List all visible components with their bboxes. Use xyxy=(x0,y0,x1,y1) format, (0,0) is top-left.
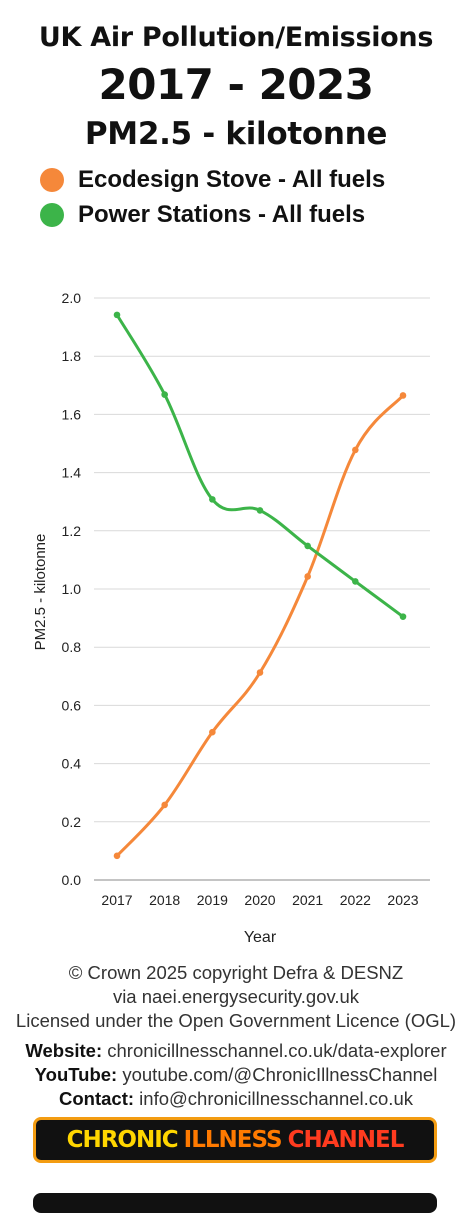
data-point xyxy=(304,542,311,550)
data-point xyxy=(161,801,168,809)
footer-contact: Contact: info@chronicillnesschannel.co.u… xyxy=(0,1088,472,1110)
y-tick-label: 0.2 xyxy=(62,814,82,830)
data-point xyxy=(304,573,311,580)
y-tick-label: 1.8 xyxy=(62,348,82,364)
data-point xyxy=(161,391,168,398)
line-chart: 0.00.20.40.60.81.01.21.41.61.82.0 2017 20… xyxy=(32,290,430,946)
data-point xyxy=(352,578,359,585)
chart-grid xyxy=(94,297,430,881)
y-axis-ticks: 0.0 0.2 0.4 0.6 0.8 1.0 1.2 1.4 1.6 1.8 2.0 xyxy=(62,290,82,888)
y-tick-label: 1.2 xyxy=(62,523,82,539)
data-point xyxy=(399,613,407,620)
data-point xyxy=(352,446,359,454)
legend-label: Ecodesign Stove - All fuels xyxy=(78,166,386,193)
x-tick-label: 2020 xyxy=(244,892,275,908)
footer-source: via naei.energysecurity.gov.uk xyxy=(112,986,360,1007)
legend-dot-green xyxy=(40,203,64,227)
chart-year-range: 2017 - 2023 xyxy=(98,60,374,109)
x-axis-label: Year xyxy=(244,929,277,946)
x-tick-label: 2017 xyxy=(101,892,132,908)
y-tick-label: 1.4 xyxy=(62,465,82,481)
y-tick-label: 0.6 xyxy=(62,697,82,713)
legend-item-ecodesign-stove: Ecodesign Stove - All fuels xyxy=(40,165,385,195)
website-label: Website: xyxy=(25,1040,103,1061)
contact-email[interactable]: info@chronicillnesschannel.co.uk xyxy=(139,1088,413,1109)
data-point xyxy=(256,507,264,514)
data-point xyxy=(209,728,216,736)
y-tick-label: 1.0 xyxy=(62,581,82,597)
x-tick-label: 2019 xyxy=(197,892,228,908)
series-line-0 xyxy=(115,394,405,857)
x-tick-label: 2023 xyxy=(387,892,418,908)
y-axis-label: PM2.5 - kilotonne xyxy=(32,534,49,651)
youtube-link[interactable]: youtube.com/@ChronicIllnessChannel xyxy=(122,1064,438,1085)
logo-word-illness: ILLNESS xyxy=(183,1127,283,1153)
legend-item-power-stations: Power Stations - All fuels xyxy=(40,200,365,230)
chart-title: UK Air Pollution/Emissions xyxy=(38,22,434,53)
legend-dot-orange xyxy=(40,168,64,192)
chart-unit-title: PM2.5 - kilotonne xyxy=(84,116,388,152)
data-point xyxy=(209,496,216,503)
footer-licence: Licensed under the Open Government Licen… xyxy=(15,1010,457,1031)
footer-copyright: © Crown 2025 copyright Defra & DESNZ xyxy=(68,962,404,983)
y-tick-label: 2.0 xyxy=(62,290,82,306)
footer-website: Website: chronicillnesschannel.co.uk/dat… xyxy=(0,1040,472,1062)
second-banner xyxy=(33,1193,437,1213)
data-point xyxy=(399,392,407,399)
data-point xyxy=(113,311,121,319)
data-point xyxy=(256,669,264,676)
x-tick-label: 2018 xyxy=(149,892,180,908)
website-link[interactable]: chronicillnesschannel.co.uk/data-explore… xyxy=(107,1040,447,1061)
contact-label: Contact: xyxy=(59,1088,135,1109)
series-lines xyxy=(115,314,405,857)
y-tick-label: 1.6 xyxy=(62,406,82,422)
x-tick-label: 2021 xyxy=(292,892,323,908)
logo-word-chronic: CHRONIC xyxy=(66,1127,179,1153)
y-tick-label: 0.4 xyxy=(62,756,82,772)
logo-word-channel: CHANNEL xyxy=(287,1127,405,1153)
series-line-1 xyxy=(115,314,404,618)
y-tick-label: 0.8 xyxy=(62,639,82,655)
youtube-label: YouTube: xyxy=(34,1064,118,1085)
series-points xyxy=(113,311,407,860)
channel-logo-banner: CHRONIC ILLNESS CHANNEL xyxy=(33,1117,437,1163)
legend-label: Power Stations - All fuels xyxy=(78,201,366,228)
x-tick-label: 2022 xyxy=(340,892,371,908)
y-tick-label: 0.0 xyxy=(62,872,82,888)
footer-youtube: YouTube: youtube.com/@ChronicIllnessChan… xyxy=(0,1064,472,1086)
data-point xyxy=(113,852,121,860)
x-axis-ticks: 2017 2018 2019 2020 2021 2022 2023 xyxy=(101,892,418,908)
